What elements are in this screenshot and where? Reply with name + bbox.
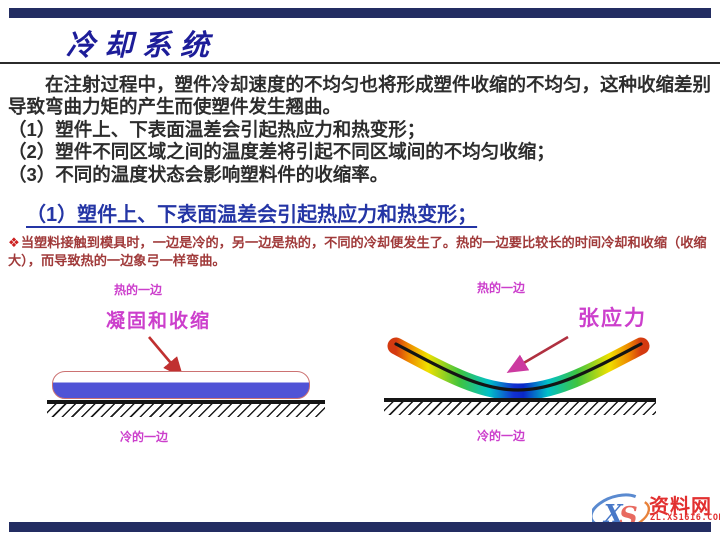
note-paragraph: ❖当塑料接触到模具时，一边是冷的，另一边是热的，不同的冷却便发生了。热的一边要比… [8, 234, 714, 269]
intro-paragraph: 在注射过程中，塑件冷却速度的不均匀也将形成塑件收缩的不均匀，这种收缩差别导致弯曲… [8, 74, 712, 118]
flat-plastic-part [52, 371, 310, 399]
warped-beam [387, 337, 650, 401]
logo-letter-x: X [602, 499, 624, 528]
left-annotation: 凝固和收缩 [106, 311, 212, 332]
top-accent-bar [9, 8, 711, 18]
subheading: （1）塑件上、下表面温差会引起热应力和热变形； [26, 204, 478, 226]
right-ground-hatching [384, 401, 656, 415]
logo-site-name: 资料网 [649, 496, 712, 518]
point-1: （1）塑件上、下表面温差会引起热应力和热变形； [8, 118, 426, 140]
point-2: （2）塑件不同区域之间的温度差将引起不同区域间的不均匀收缩； [8, 141, 555, 163]
left-hot-side-label: 热的一边 [114, 283, 163, 297]
note-text: 当塑料接触到模具时，一边是冷的，另一边是热的，不同的冷却便发生了。热的一边要比较… [8, 235, 707, 268]
right-ground-line [384, 398, 656, 402]
bottom-accent-bar [9, 522, 711, 532]
left-ground-hatching [47, 403, 325, 417]
left-arrow [148, 336, 184, 378]
logo-site-url: ZL.XS1616.COM [650, 513, 720, 523]
page-title: 冷却系统 [66, 28, 219, 62]
right-arrow [506, 335, 569, 373]
body-text: 在注射过程中，塑件冷却速度的不均匀也将形成塑件收缩的不均匀，这种收缩差别导致弯曲… [8, 74, 716, 186]
left-cold-side-label: 冷的一边 [120, 430, 169, 444]
point-3: （3）不同的温度状态会影响塑料件的收缩率。 [8, 163, 389, 185]
right-hot-side-label: 热的一边 [477, 281, 526, 295]
right-cold-side-label: 冷的一边 [477, 429, 526, 443]
beam-midline [394, 342, 643, 392]
left-ground-line [47, 400, 325, 404]
right-annotation: 张应力 [578, 307, 647, 330]
diamond-bullet-icon: ❖ [8, 235, 20, 250]
title-divider [0, 62, 720, 64]
beam-band [387, 337, 650, 401]
